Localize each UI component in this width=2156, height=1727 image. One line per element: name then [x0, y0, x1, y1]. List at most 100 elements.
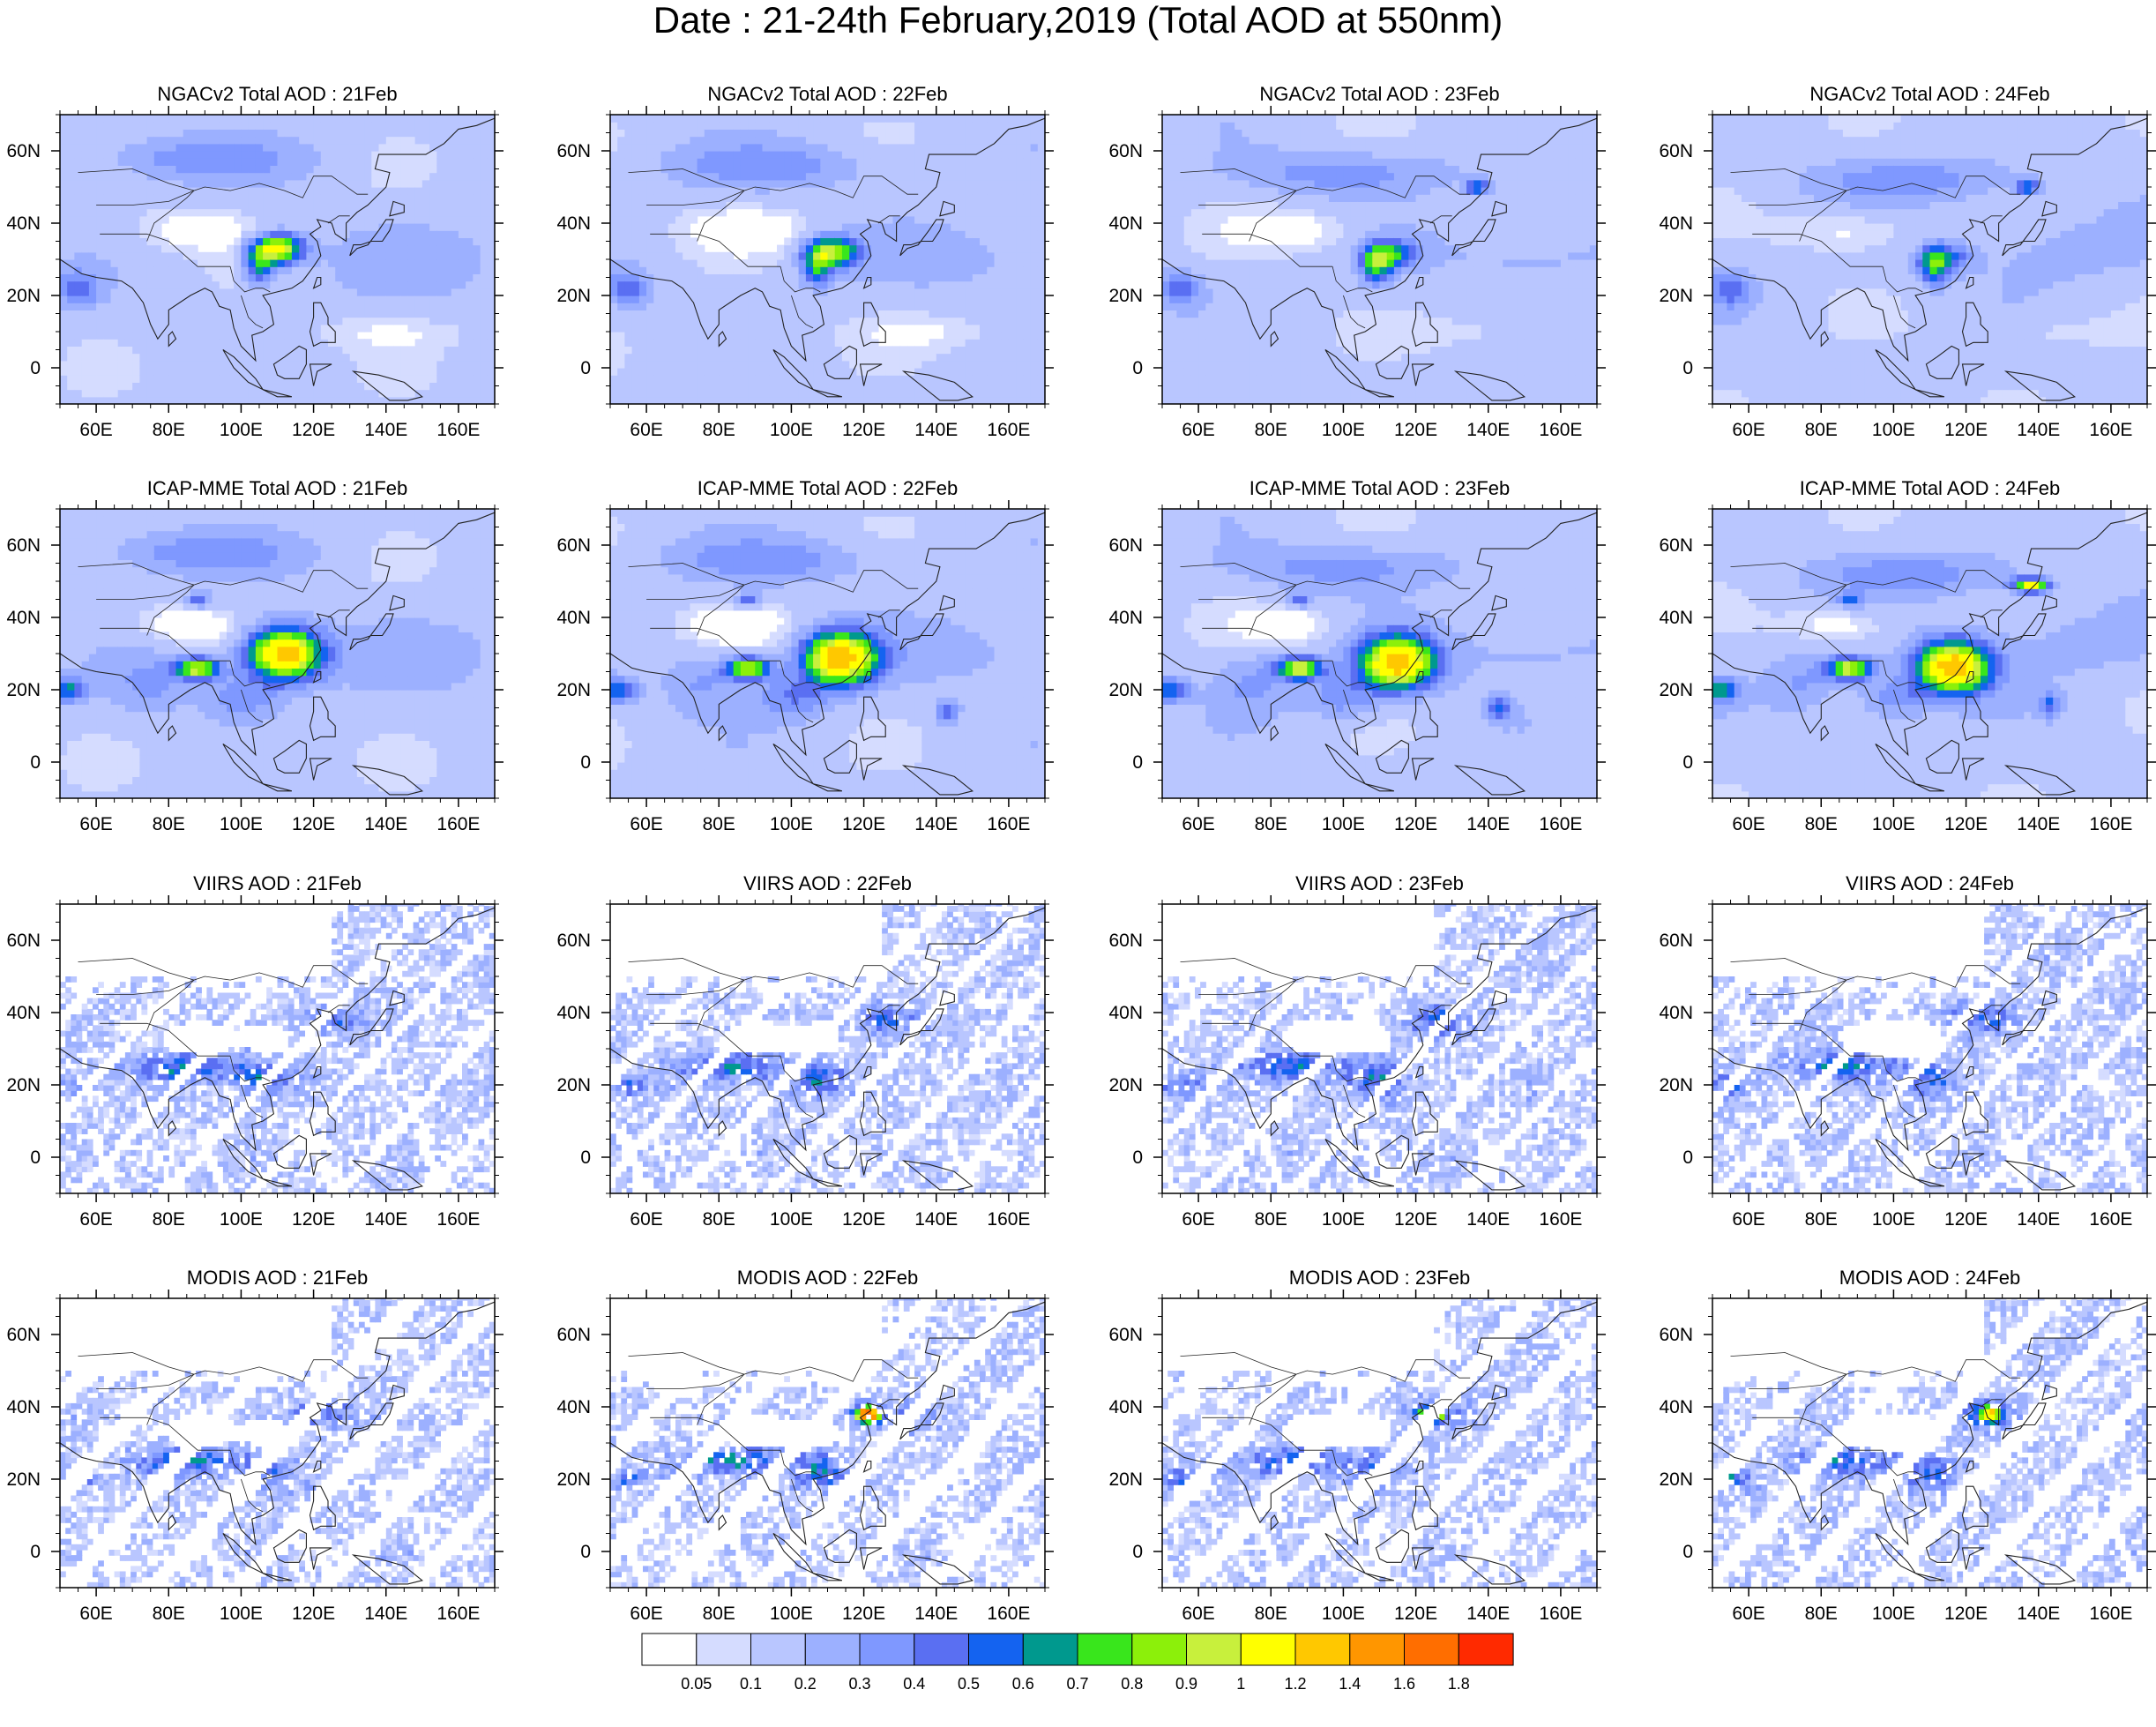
aod-cell — [96, 295, 104, 303]
aod-cell — [944, 368, 951, 376]
aod-cell — [683, 324, 690, 333]
aod-cell — [987, 201, 996, 210]
aod-cell — [205, 266, 213, 274]
aod-cell — [88, 375, 97, 383]
aod-cell — [769, 375, 778, 383]
aod-cell — [205, 288, 213, 296]
aod-cell — [646, 237, 654, 246]
aod-cell — [67, 215, 75, 224]
aod-cell — [980, 251, 988, 260]
aod-cell — [820, 122, 829, 130]
aod-cell — [683, 208, 690, 217]
aod-cell — [1030, 280, 1039, 289]
aod-cell — [234, 339, 242, 347]
aod-cell — [914, 115, 922, 123]
aod-cell — [328, 158, 336, 166]
aod-cell — [1169, 129, 1177, 138]
aod-cell — [110, 339, 119, 347]
aod-cell — [856, 115, 865, 123]
aod-cell — [870, 179, 879, 188]
aod-cell — [328, 251, 336, 260]
aod-cell — [849, 172, 857, 181]
aod-cell — [306, 223, 315, 231]
aod-cell — [74, 158, 83, 166]
aod-cell — [110, 303, 119, 310]
aod-cell — [638, 353, 647, 362]
aod-cell — [929, 143, 937, 152]
aod-cell — [480, 310, 489, 318]
aod-cell — [936, 251, 944, 260]
aod-cell — [827, 165, 836, 174]
aod-cell — [328, 295, 336, 303]
aod-cell — [263, 151, 271, 159]
aod-cell — [791, 172, 800, 181]
aod-cell — [407, 115, 416, 123]
aod-cell — [719, 259, 727, 267]
aod-cell — [827, 158, 836, 166]
aod-cell — [161, 194, 169, 202]
aod-cell — [335, 280, 343, 289]
aod-cell — [466, 158, 474, 166]
aod-cell — [892, 187, 901, 195]
aod-cell — [878, 360, 886, 369]
aod-cell — [117, 310, 126, 318]
aod-cell — [263, 230, 271, 238]
aod-cell — [675, 122, 683, 130]
aod-cell — [748, 368, 756, 376]
aod-cell — [834, 288, 843, 296]
aod-cell — [132, 346, 140, 355]
aod-cell — [356, 346, 365, 355]
aod-cell — [328, 382, 336, 391]
aod-cell — [190, 273, 198, 282]
aod-cell — [349, 115, 358, 123]
aod-cell — [638, 339, 647, 347]
aod-cell — [227, 201, 235, 210]
aod-cell — [1030, 273, 1039, 282]
aod-cell — [320, 396, 329, 404]
aod-cell — [660, 375, 669, 383]
aod-cell — [487, 223, 495, 231]
aod-cell — [755, 151, 764, 159]
aod-cell — [1037, 194, 1045, 202]
aod-cell — [356, 375, 365, 383]
aod-cell — [683, 143, 690, 152]
aod-cell — [987, 288, 996, 296]
aod-cell — [631, 360, 640, 369]
aod-cell — [146, 122, 155, 130]
aod-cell — [88, 389, 97, 398]
aod-cell — [870, 143, 879, 152]
aod-cell — [263, 208, 271, 217]
aod-cell — [1162, 360, 1170, 369]
aod-cell — [248, 396, 257, 404]
aod-cell — [74, 244, 83, 253]
aod-cell — [885, 237, 893, 246]
aod-cell — [132, 396, 140, 404]
aod-cell — [849, 115, 857, 123]
aod-cell — [284, 172, 293, 181]
aod-cell — [624, 187, 633, 195]
aod-cell — [263, 244, 271, 253]
aod-cell — [400, 360, 408, 369]
aod-cell — [972, 244, 981, 253]
aod-cell — [791, 317, 800, 325]
aod-cell — [936, 143, 944, 152]
aod-cell — [805, 237, 814, 246]
aod-cell — [198, 122, 205, 130]
aod-cell — [1037, 295, 1045, 303]
aod-cell — [227, 273, 235, 282]
aod-cell — [885, 382, 893, 391]
aod-cell — [74, 143, 83, 152]
aod-cell — [660, 396, 669, 404]
aod-cell — [227, 389, 235, 398]
aod-cell — [1030, 382, 1039, 391]
aod-cell — [96, 375, 104, 383]
aod-cell — [248, 194, 257, 202]
aod-cell — [965, 303, 974, 310]
aod-cell — [769, 165, 778, 174]
aod-cell — [1030, 317, 1039, 325]
aod-cell — [668, 165, 676, 174]
aod-cell — [458, 194, 466, 202]
aod-cell — [849, 179, 857, 188]
aod-cell — [110, 360, 119, 369]
aod-cell — [270, 201, 279, 210]
